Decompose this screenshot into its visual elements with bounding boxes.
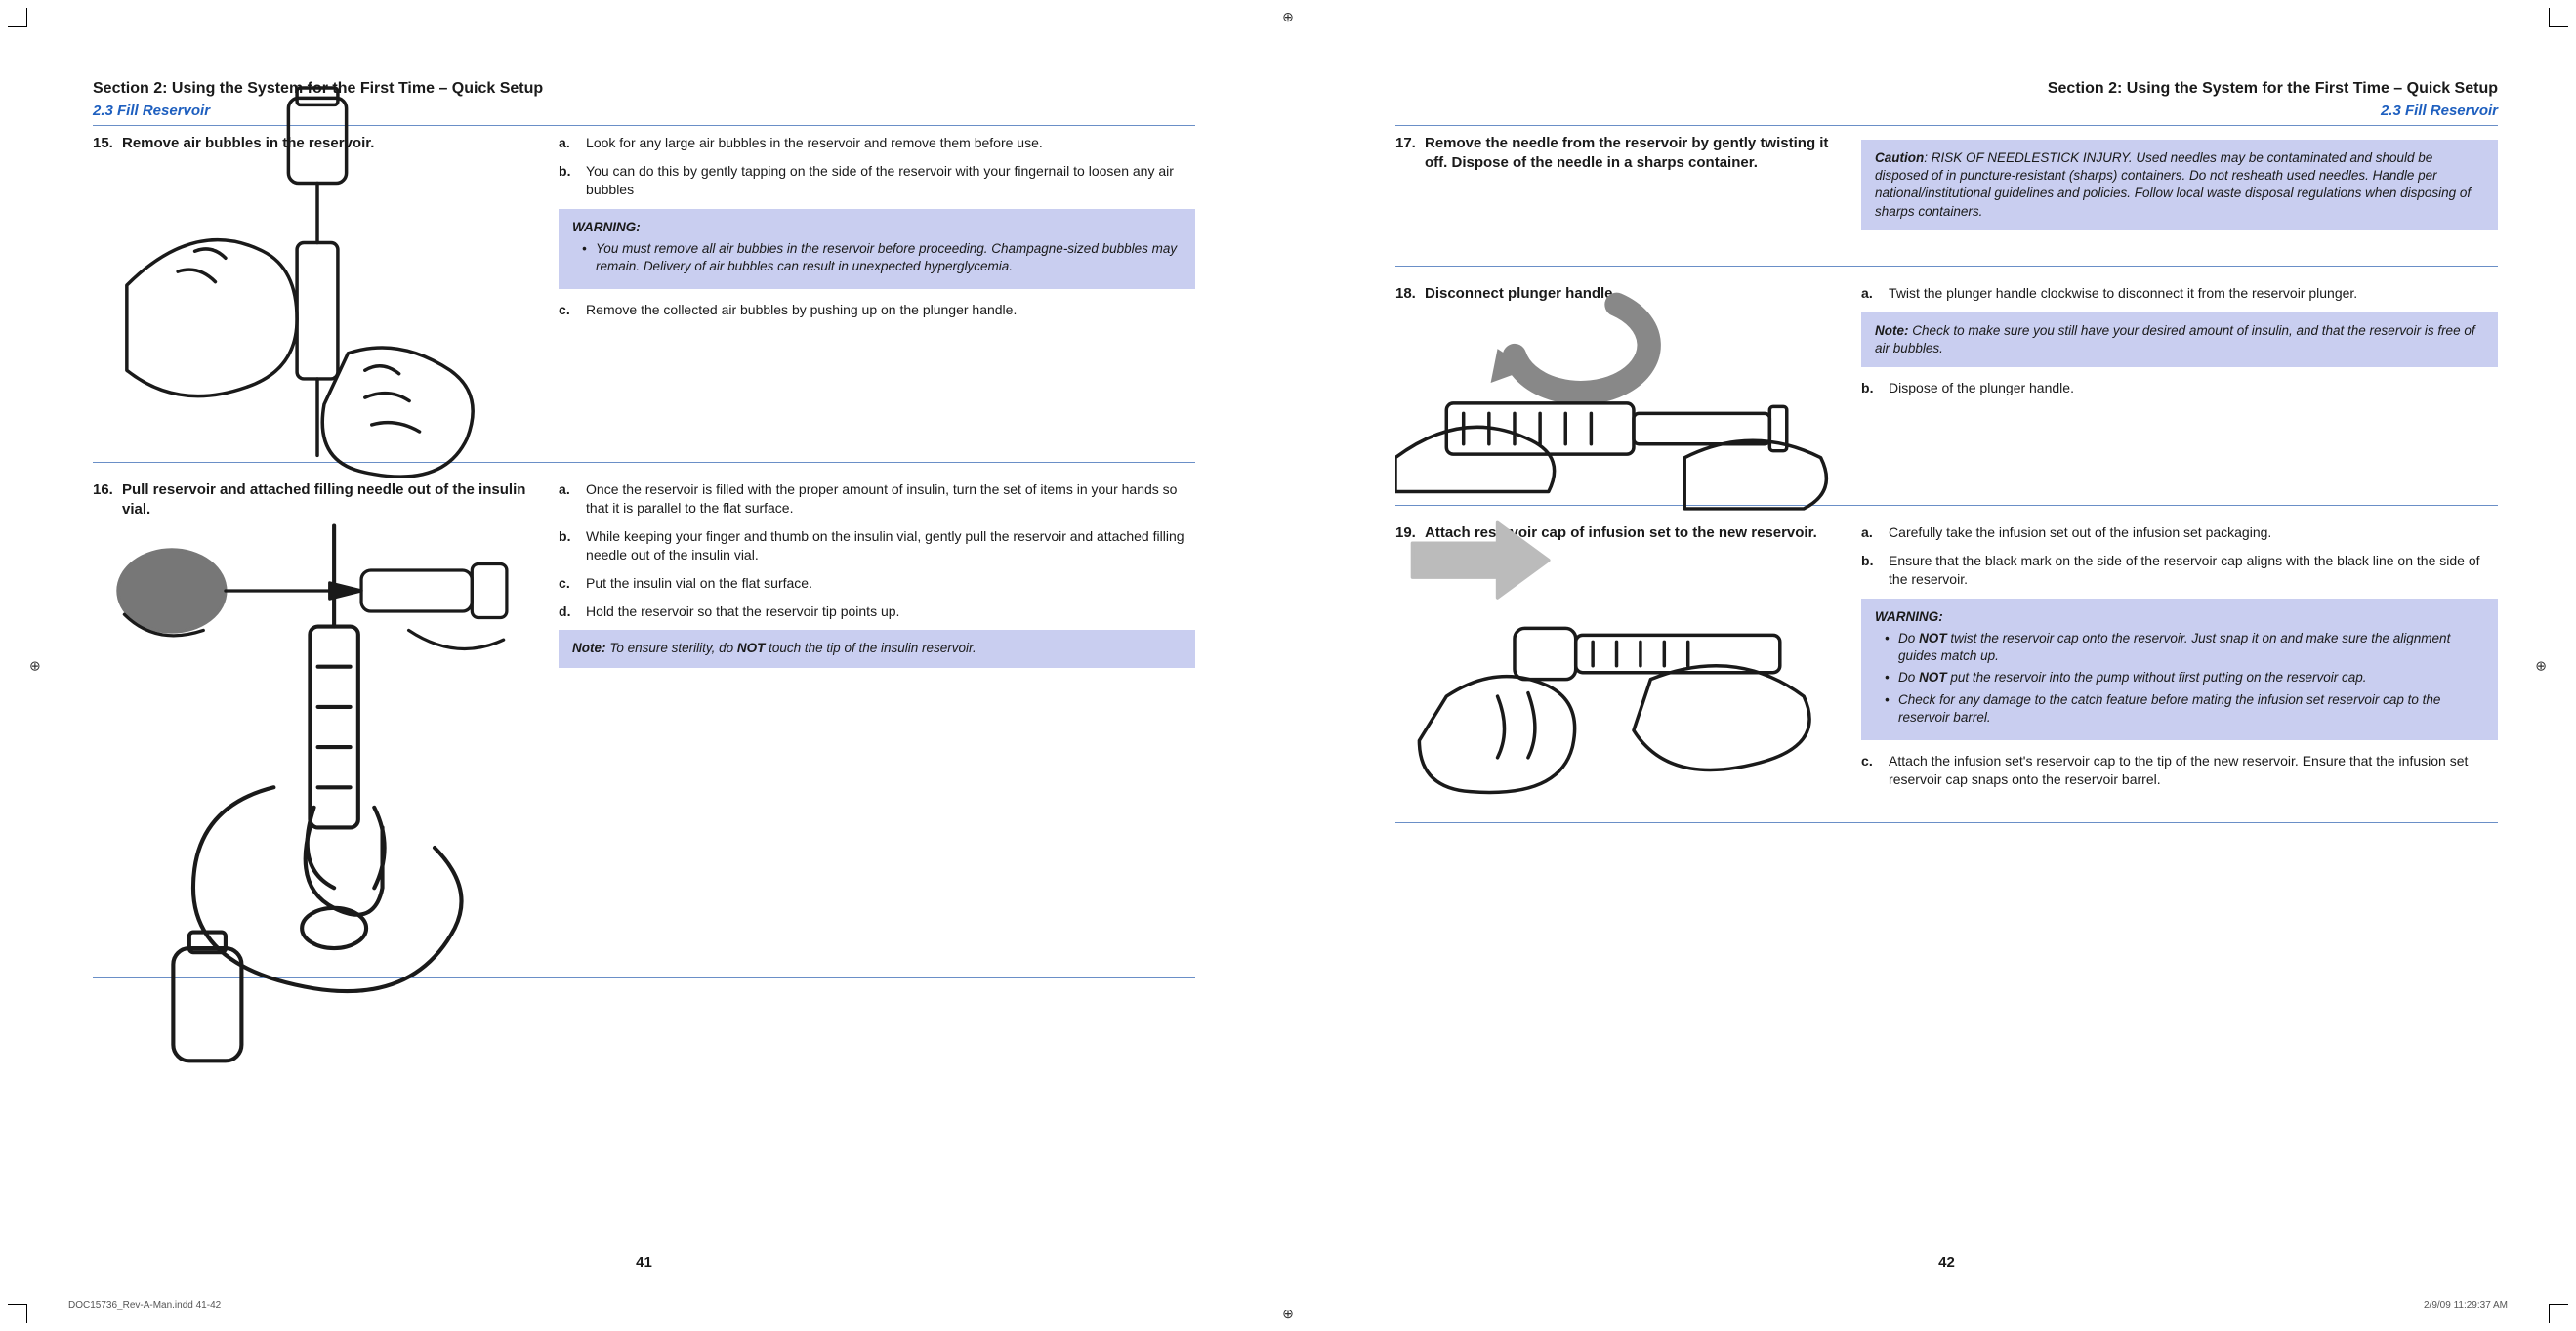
figure-attach-cap bbox=[1395, 555, 1838, 769]
list-letter: b. bbox=[559, 162, 576, 199]
note-callout: Note: Check to make sure you still have … bbox=[1861, 312, 2498, 367]
step-16: 16. Pull reservoir and attached filling … bbox=[93, 473, 1195, 968]
note-text-bold: NOT bbox=[737, 641, 766, 655]
step-17: 17. Remove the needle from the reservoir… bbox=[1395, 126, 2498, 256]
warning-bullet: Do NOT twist the reservoir cap onto the … bbox=[1885, 630, 2484, 665]
note-text: Check to make sure you still have your d… bbox=[1875, 323, 2475, 355]
list-text: Hold the reservoir so that the reservoir… bbox=[586, 603, 899, 621]
warning-bullet: Do NOT put the reservoir into the pump w… bbox=[1885, 669, 2484, 686]
list-letter: c. bbox=[559, 574, 576, 593]
caution-label: Caution bbox=[1875, 150, 1924, 165]
step-19: 19. Attach reservoir cap of infusion set… bbox=[1395, 516, 2498, 812]
warning-label: WARNING: bbox=[572, 219, 1182, 236]
note-callout: Note: To ensure sterility, do NOT touch … bbox=[559, 630, 1195, 667]
list-text: You can do this by gently tapping on the… bbox=[586, 162, 1195, 199]
step-18-list: a. Twist the plunger handle clockwise to … bbox=[1861, 284, 2498, 303]
left-page: Section 2: Using the System for the Firs… bbox=[0, 0, 1288, 1331]
list-letter: b. bbox=[1861, 552, 1879, 589]
list-letter: d. bbox=[559, 603, 576, 621]
page-spread: Section 2: Using the System for the Firs… bbox=[0, 0, 2576, 1331]
list-letter: a. bbox=[1861, 284, 1879, 303]
step-18-list-after: b. Dispose of the plunger handle. bbox=[1861, 379, 2498, 397]
list-letter: c. bbox=[1861, 752, 1879, 789]
caution-text: : RISK OF NEEDLESTICK INJURY. Used needl… bbox=[1875, 150, 2471, 219]
list-text: Ensure that the black mark on the side o… bbox=[1889, 552, 2498, 589]
warning-callout: WARNING: You must remove all air bubbles… bbox=[559, 209, 1195, 290]
note-label: Note: bbox=[572, 641, 606, 655]
step-number: 17. bbox=[1395, 134, 1419, 174]
list-text: Once the reservoir is filled with the pr… bbox=[586, 480, 1195, 518]
list-letter: a. bbox=[1861, 523, 1879, 542]
list-letter: b. bbox=[559, 527, 576, 564]
subsection-header: 2.3 Fill Reservoir bbox=[1395, 102, 2498, 121]
figure-hold-upright bbox=[93, 661, 535, 954]
list-letter: a. bbox=[559, 134, 576, 152]
list-text: Dispose of the plunger handle. bbox=[1889, 379, 2074, 397]
warning-bullet: Check for any damage to the catch featur… bbox=[1885, 691, 2484, 727]
list-text: Twist the plunger handle clockwise to di… bbox=[1889, 284, 2357, 303]
figure-disconnect-plunger bbox=[1395, 315, 1838, 481]
page-number: 41 bbox=[93, 1253, 1195, 1272]
caution-callout: Caution: RISK OF NEEDLESTICK INJURY. Use… bbox=[1861, 140, 2498, 230]
page-number: 42 bbox=[1395, 1253, 2498, 1272]
note-label: Note: bbox=[1875, 323, 1909, 338]
warning-label: WARNING: bbox=[1875, 608, 2484, 626]
step-15: 15. Remove air bubbles in the reservoir. bbox=[93, 126, 1195, 452]
step-title: 17. Remove the needle from the reservoir… bbox=[1395, 134, 1838, 174]
step-divider bbox=[1395, 266, 2498, 267]
list-letter: b. bbox=[1861, 379, 1879, 397]
list-letter: c. bbox=[559, 301, 576, 319]
step-19-list: a. Carefully take the infusion set out of… bbox=[1861, 523, 2498, 589]
list-text: Carefully take the infusion set out of t… bbox=[1889, 523, 2271, 542]
step-15-list-after: c. Remove the collected air bubbles by pu… bbox=[559, 301, 1195, 319]
list-letter: a. bbox=[559, 480, 576, 518]
note-text-post: touch the tip of the insulin reservoir. bbox=[765, 641, 976, 655]
step-19-list-after: c. Attach the infusion set's reservoir ca… bbox=[1861, 752, 2498, 789]
list-text: Put the insulin vial on the flat surface… bbox=[586, 574, 812, 593]
warning-bullet: You must remove all air bubbles in the r… bbox=[582, 240, 1182, 275]
step-15-list: a. Look for any large air bubbles in the … bbox=[559, 134, 1195, 199]
list-text: Remove the collected air bubbles by push… bbox=[586, 301, 1017, 319]
step-18: 18. Disconnect plunger handle. bbox=[1395, 276, 2498, 495]
list-text: While keeping your finger and thumb on t… bbox=[586, 527, 1195, 564]
note-text-pre: To ensure sterility, do bbox=[609, 641, 737, 655]
list-text: Attach the infusion set's reservoir cap … bbox=[1889, 752, 2498, 789]
section-header: Section 2: Using the System for the Firs… bbox=[1395, 78, 2498, 100]
step-16-list: a. Once the reservoir is filled with the … bbox=[559, 480, 1195, 620]
footer-file-ref: DOC15736_Rev-A-Man.indd 41-42 bbox=[68, 1299, 221, 1312]
figure-remove-bubbles bbox=[93, 165, 535, 438]
warning-callout: WARNING: Do NOT twist the reservoir cap … bbox=[1861, 599, 2498, 740]
right-page: Section 2: Using the System for the Firs… bbox=[1288, 0, 2576, 1331]
list-text: Look for any large air bubbles in the re… bbox=[586, 134, 1043, 152]
footer-timestamp: 2/9/09 11:29:37 AM bbox=[2424, 1299, 2508, 1312]
step-heading: Remove the needle from the reservoir by … bbox=[1425, 134, 1838, 174]
